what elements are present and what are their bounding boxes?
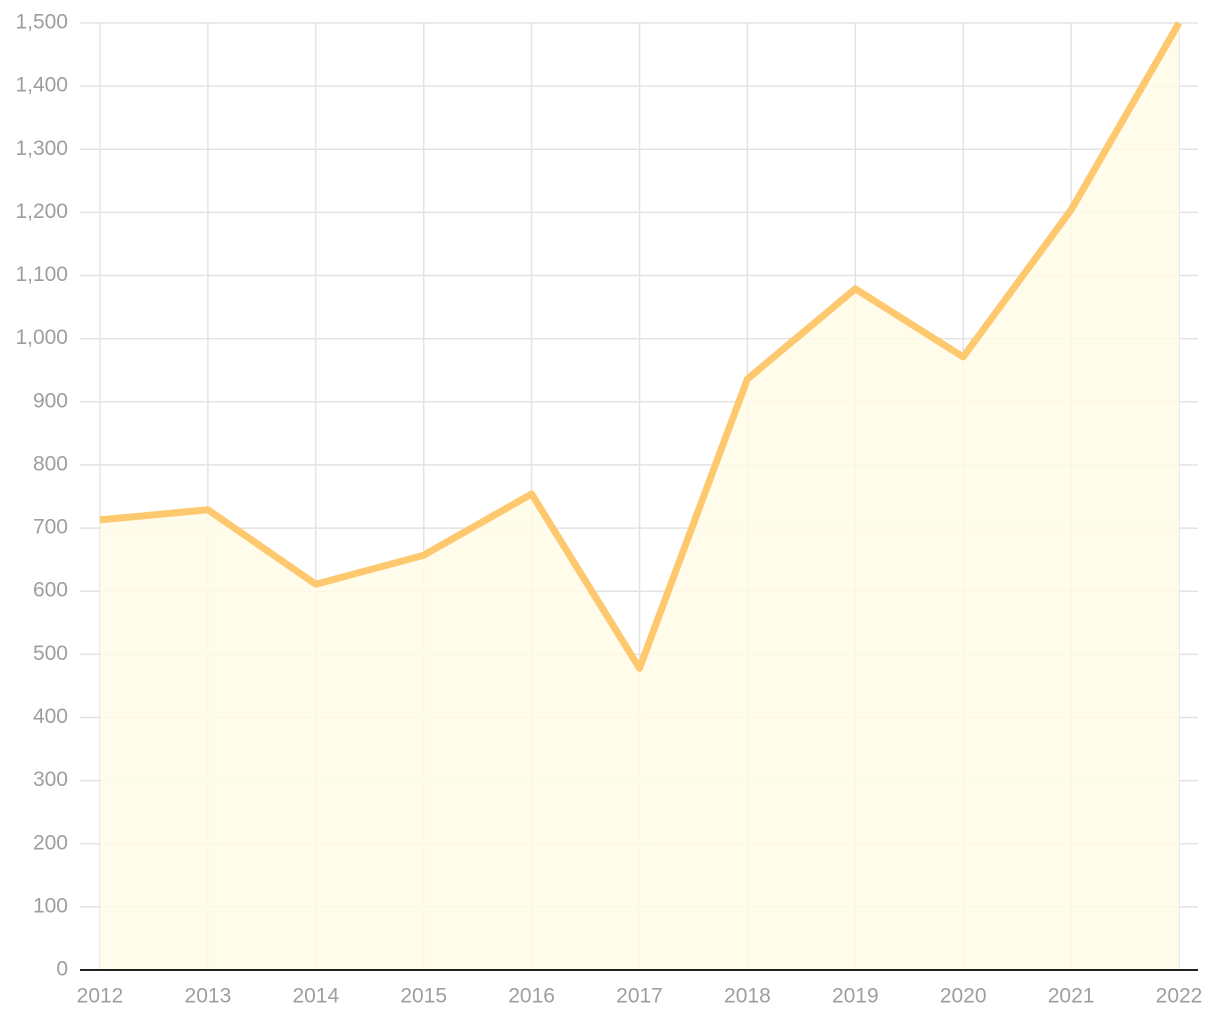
y-tick-label: 1,200 xyxy=(15,200,68,223)
y-tick-label: 100 xyxy=(33,894,68,917)
y-tick-label: 0 xyxy=(56,958,68,981)
x-tick-label: 2012 xyxy=(77,985,124,1008)
y-tick-label: 600 xyxy=(33,579,68,602)
y-tick-label: 1,500 xyxy=(15,11,68,34)
x-tick-label: 2020 xyxy=(940,985,987,1008)
y-tick-label: 700 xyxy=(33,516,68,539)
y-tick-label: 200 xyxy=(33,831,68,854)
y-tick-label: 1,300 xyxy=(15,137,68,160)
line xyxy=(99,21,1183,672)
x-tick-label: 2021 xyxy=(1048,985,1095,1008)
y-tick-label: 800 xyxy=(33,452,68,475)
x-tick-label: 2022 xyxy=(1156,985,1203,1008)
y-tick-label: 900 xyxy=(33,389,68,412)
x-tick-label: 2019 xyxy=(832,985,879,1008)
x-tick-label: 2016 xyxy=(508,985,555,1008)
x-tick-label: 2013 xyxy=(185,985,232,1008)
y-tick-label: 400 xyxy=(33,705,68,728)
x-tick-label: 2018 xyxy=(724,985,771,1008)
y-tick-label: 300 xyxy=(33,768,68,791)
y-tick-label: 500 xyxy=(33,642,68,665)
x-tick-label: 2017 xyxy=(616,985,663,1008)
y-tick-label: 1,000 xyxy=(15,326,68,349)
x-tick-label: 2015 xyxy=(400,985,447,1008)
y-tick-label: 1,400 xyxy=(15,74,68,97)
y-tick-label: 1,100 xyxy=(15,263,68,286)
x-tick-label: 2014 xyxy=(292,985,339,1008)
area-fill xyxy=(100,23,1179,970)
